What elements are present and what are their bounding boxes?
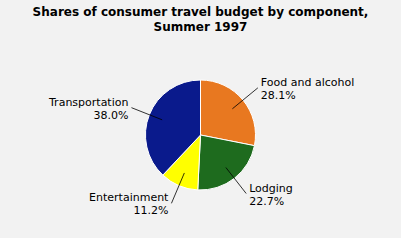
label-category: Lodging bbox=[249, 182, 293, 195]
leader-line bbox=[171, 173, 184, 203]
wedge bbox=[201, 80, 256, 146]
title: Shares of consumer travel budget by comp… bbox=[33, 5, 369, 34]
leader-line bbox=[226, 168, 246, 194]
label-value: 38.0% bbox=[94, 109, 129, 122]
title-line: Summer 1997 bbox=[154, 20, 248, 34]
chart: Shares of consumer travel budget by comp… bbox=[0, 0, 401, 238]
label-category: Food and alcohol bbox=[261, 76, 354, 89]
data-label: Entertainment11.2% bbox=[89, 191, 169, 217]
data-label: Transportation38.0% bbox=[48, 96, 128, 122]
wedge bbox=[146, 80, 201, 175]
title-line: Shares of consumer travel budget by comp… bbox=[33, 5, 369, 19]
label-value: 22.7% bbox=[249, 195, 284, 208]
label-category: Transportation bbox=[48, 96, 128, 109]
leader-line bbox=[131, 108, 162, 120]
wedges bbox=[146, 80, 256, 190]
label-value: 11.2% bbox=[133, 204, 168, 217]
wedge bbox=[198, 135, 255, 190]
labels: Food and alcohol28.1% Lodging22.7% Enterta… bbox=[48, 76, 354, 217]
leader-line bbox=[232, 88, 257, 109]
label-value: 28.1% bbox=[261, 89, 296, 102]
data-label: Food and alcohol28.1% bbox=[261, 76, 354, 102]
data-label: Lodging22.7% bbox=[249, 182, 293, 208]
label-category: Entertainment bbox=[89, 191, 169, 204]
